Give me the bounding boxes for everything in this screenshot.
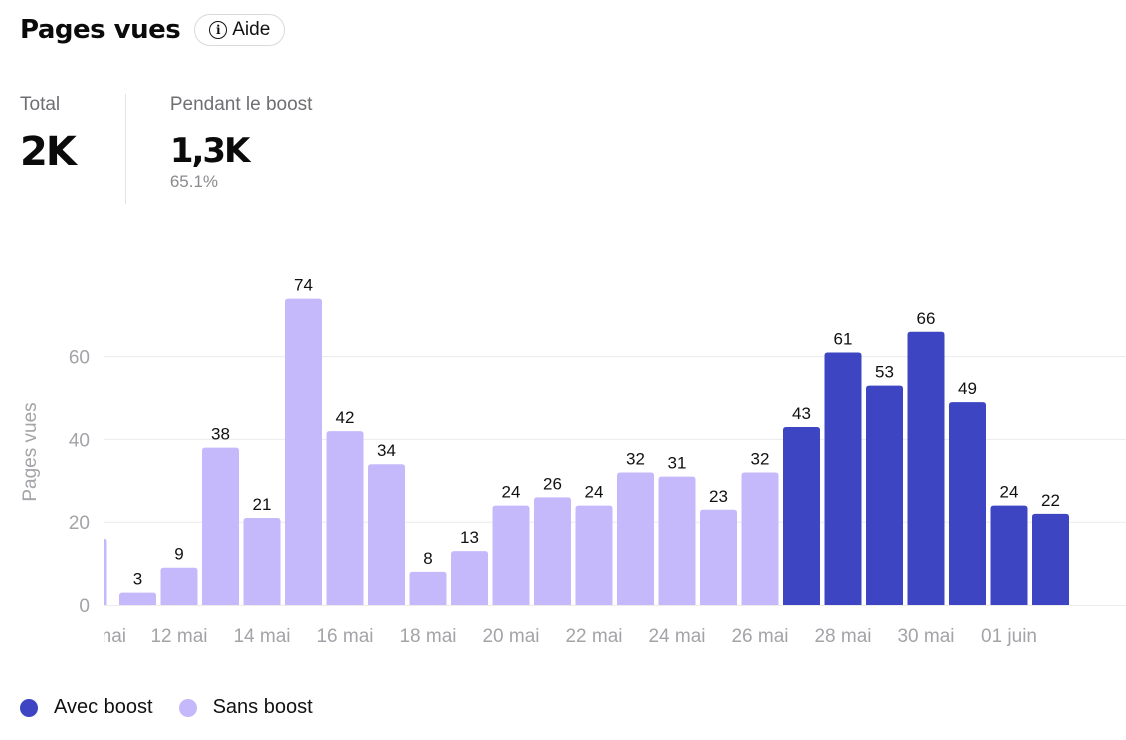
x-tick-label: 28 mai bbox=[814, 626, 871, 647]
data-label: 3 bbox=[133, 570, 142, 589]
x-tick-label: 14 mai bbox=[233, 626, 290, 647]
legend-label-with-boost: Avec boost bbox=[54, 696, 153, 718]
boost-stat: Pendant le boost 1,3K 65.1% bbox=[170, 94, 313, 204]
x-tick-label: 22 mai bbox=[565, 626, 622, 647]
x-tick-label: 12 mai bbox=[150, 626, 207, 647]
bar-with-boost bbox=[907, 331, 945, 605]
data-label: 61 bbox=[834, 329, 853, 348]
total-stat: Total 2K bbox=[20, 94, 77, 204]
data-label: 31 bbox=[668, 454, 687, 473]
boost-percent: 65.1% bbox=[169, 172, 219, 191]
bar-with-boost bbox=[824, 352, 862, 605]
legend-dot-without-boost bbox=[178, 698, 197, 717]
y-tick-label: 20 bbox=[69, 513, 90, 534]
stats-panel: Total 2K Pendant le boost 1,3K 65.1% bbox=[20, 94, 312, 204]
bar-without-boost bbox=[658, 476, 696, 605]
data-label: 24 bbox=[1000, 483, 1019, 502]
info-icon: i bbox=[209, 21, 228, 39]
data-label: 38 bbox=[211, 425, 230, 444]
y-tick-label: 40 bbox=[69, 430, 90, 451]
y-tick-label: 0 bbox=[79, 596, 90, 617]
data-label: 66 bbox=[917, 309, 936, 328]
data-label: 32 bbox=[751, 450, 770, 469]
data-label: 8 bbox=[423, 549, 432, 568]
bar-without-boost bbox=[119, 592, 156, 605]
total-value: 2K bbox=[20, 129, 77, 175]
bar-without-boost bbox=[492, 505, 530, 605]
data-label: 22 bbox=[1041, 491, 1060, 510]
legend-dot-with-boost bbox=[20, 698, 38, 717]
bar-without-boost bbox=[368, 464, 405, 605]
chart-legend: Avec boost Sans boost bbox=[20, 696, 339, 719]
data-label: 21 bbox=[253, 495, 272, 514]
data-label: 43 bbox=[792, 404, 811, 423]
data-label: 23 bbox=[709, 487, 728, 506]
boost-label: Pendant le boost bbox=[169, 94, 313, 115]
page-views-chart: 0 20 40 60 Pages vues 3 9 38 21 74 42 34 8 13 24 26 24 32… bbox=[20, 276, 1126, 647]
bar-with-boost bbox=[990, 505, 1028, 605]
header: Pages vues i Aide bbox=[20, 14, 286, 46]
data-label: 53 bbox=[875, 363, 894, 382]
x-tick-label: 24 mai bbox=[648, 626, 705, 647]
data-label: 34 bbox=[377, 441, 396, 460]
x-tick-label: 30 mai bbox=[897, 626, 954, 647]
bar-with-boost bbox=[1032, 513, 1069, 605]
bar-without-boost bbox=[575, 505, 613, 605]
data-label: 9 bbox=[174, 545, 183, 564]
bar-without-boost bbox=[326, 431, 364, 605]
bar-without-boost bbox=[534, 497, 571, 605]
bar-without-boost bbox=[202, 447, 239, 605]
bar-without-boost bbox=[451, 551, 488, 605]
y-axis-title: Pages vues bbox=[20, 402, 41, 501]
total-label: Total bbox=[20, 94, 61, 115]
y-tick-label: 60 bbox=[69, 348, 90, 369]
legend-item-with-boost[interactable]: Avec boost bbox=[20, 696, 153, 719]
data-label: 32 bbox=[626, 450, 645, 469]
x-tick-label: mai bbox=[95, 626, 126, 647]
help-button[interactable]: i Aide bbox=[194, 14, 286, 46]
boost-value: 1,3K bbox=[169, 131, 251, 171]
bar-without-boost bbox=[285, 298, 322, 605]
bar-with-boost bbox=[949, 402, 986, 605]
bar-without-boost bbox=[617, 472, 654, 605]
bar-without-boost bbox=[160, 567, 198, 605]
data-label: 42 bbox=[336, 408, 355, 427]
data-label: 49 bbox=[958, 379, 977, 398]
bar-without-boost bbox=[104, 538, 107, 605]
x-tick-label: 20 mai bbox=[482, 626, 539, 647]
x-tick-label: 26 mai bbox=[731, 626, 788, 647]
bar-without-boost bbox=[741, 472, 779, 605]
bar-without-boost bbox=[409, 571, 447, 605]
page-title: Pages vues bbox=[20, 15, 181, 45]
data-label: 13 bbox=[460, 528, 479, 547]
data-label: 26 bbox=[543, 474, 562, 493]
bar-with-boost bbox=[866, 385, 903, 605]
bar-without-boost bbox=[700, 509, 737, 605]
data-label: 24 bbox=[585, 483, 604, 502]
legend-item-without-boost[interactable]: Sans boost bbox=[178, 696, 313, 719]
stats-divider bbox=[124, 94, 126, 204]
x-tick-label: 18 mai bbox=[399, 626, 456, 647]
legend-label-without-boost: Sans boost bbox=[212, 696, 313, 718]
x-tick-label: 16 mai bbox=[316, 626, 373, 647]
bar-without-boost bbox=[243, 518, 281, 605]
x-tick-labels: mai 12 mai 14 mai 16 mai 18 mai 20 mai 22 mai 2… bbox=[95, 626, 1037, 647]
bar-with-boost bbox=[783, 426, 820, 605]
data-label: 74 bbox=[294, 276, 313, 295]
help-button-label: Aide bbox=[232, 19, 271, 40]
bars-group bbox=[104, 298, 1069, 605]
x-tick-label: 01 juin bbox=[981, 626, 1037, 647]
data-label: 24 bbox=[502, 483, 521, 502]
